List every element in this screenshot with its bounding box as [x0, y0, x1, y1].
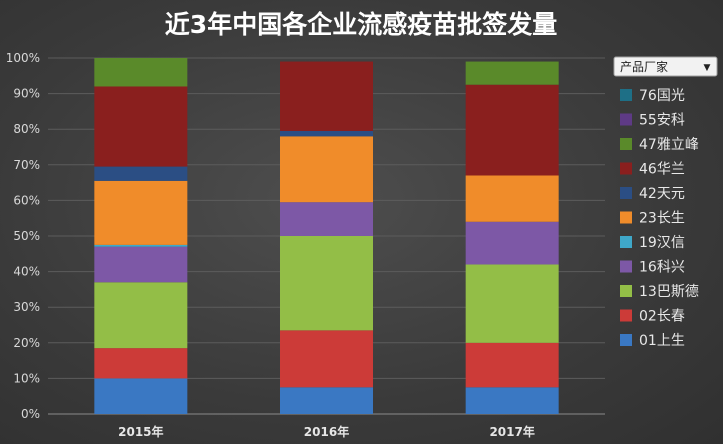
bar-segment: [94, 282, 188, 349]
legend-swatch: [620, 260, 632, 273]
bar-segment: [465, 342, 559, 388]
bar-segment: [94, 378, 188, 414]
legend-swatch: [620, 334, 632, 346]
bar-segment: [94, 180, 188, 245]
legend-entry: 16科兴: [639, 260, 685, 276]
y-axis: 0% 10% 20% 30% 40% 50% 60% 70% 80% 90% 100%: [6, 51, 40, 421]
bar-segment: [280, 387, 373, 414]
legend-entry: 19汉信: [639, 235, 685, 251]
legend-swatch: [620, 89, 632, 101]
x-category-label: 2015年: [118, 424, 163, 439]
y-tick-label: 100%: [6, 51, 40, 65]
legend-entry: 76国光: [639, 88, 685, 104]
x-category-label: 2016年: [304, 424, 349, 439]
bar-segment: [465, 387, 559, 414]
legend-entry: 55安科: [639, 113, 685, 129]
legend-filter-label: 产品厂家: [620, 59, 668, 74]
bar-segment: [280, 61, 373, 131]
bar-segment: [94, 246, 188, 283]
y-tick-label: 70%: [13, 158, 40, 172]
bar-segment: [280, 136, 373, 203]
y-tick-label: 50%: [13, 229, 40, 243]
bar-segment: [465, 175, 559, 222]
legend-swatch: [620, 113, 632, 126]
bar-segment: [94, 348, 188, 379]
y-tick-label: 0%: [21, 407, 40, 421]
legend-filter-button[interactable]: [613, 56, 718, 77]
y-tick-label: 10%: [13, 371, 40, 385]
legend-entry: 23长生: [639, 211, 685, 227]
bar-segment: [280, 330, 373, 388]
legend-swatch: [620, 211, 632, 224]
legend-entry: 46华兰: [639, 162, 685, 178]
x-category-label: 2017年: [489, 424, 534, 439]
legend: 产品厂家 ▼ 76国光 55安科 47雅立峰 46华兰 42天元 23长生 19汉信 16科兴…: [613, 56, 718, 349]
legend-entry: 01上生: [639, 333, 685, 349]
legend-swatch: [620, 138, 632, 150]
bar-segment: [465, 264, 559, 343]
legend-entry: 42天元: [639, 186, 685, 202]
legend-entry: 47雅立峰: [639, 137, 699, 153]
y-tick-label: 20%: [13, 336, 40, 350]
legend-swatch: [620, 285, 632, 297]
y-tick-label: 40%: [13, 265, 40, 279]
bar-segment: [94, 244, 188, 247]
bar-segment: [94, 166, 188, 181]
chevron-down-icon[interactable]: ▼: [704, 63, 711, 73]
legend-entry: 13巴斯德: [639, 284, 699, 300]
bar-segment: [465, 84, 559, 176]
x-axis: 2015年 2016年 2017年: [118, 424, 535, 439]
y-tick-label: 30%: [13, 300, 40, 314]
legend-entry: 02长春: [639, 309, 685, 325]
bars: [94, 58, 559, 414]
bar-segment: [280, 236, 373, 331]
y-tick-label: 90%: [13, 87, 40, 101]
bar-segment: [280, 130, 373, 137]
bar-segment: [280, 202, 373, 236]
legend-swatch: [620, 236, 632, 248]
legend-swatch: [620, 162, 632, 175]
y-tick-label: 60%: [13, 193, 40, 207]
legend-swatch: [620, 309, 632, 322]
bar-segment: [465, 61, 559, 85]
bar-segment: [465, 221, 559, 265]
legend-swatch: [620, 187, 632, 199]
y-tick-label: 80%: [13, 122, 40, 136]
bar-segment: [94, 86, 188, 167]
chart-title: 近3年中国各企业流感疫苗批签发量: [165, 10, 557, 39]
bar-segment: [94, 58, 188, 87]
